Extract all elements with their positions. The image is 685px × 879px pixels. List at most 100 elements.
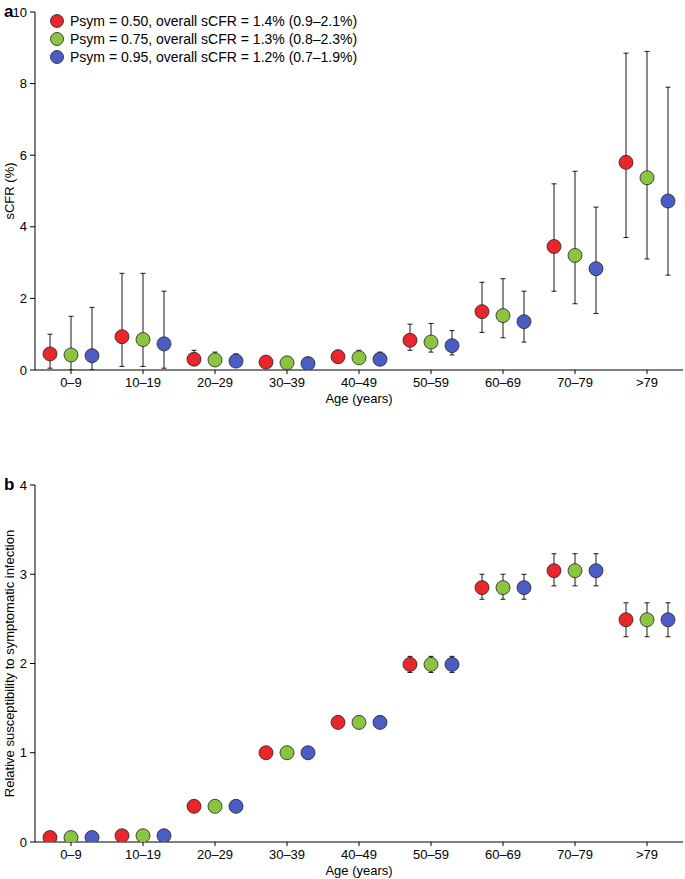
point	[229, 354, 243, 368]
error-cap	[450, 354, 455, 355]
error-cap	[69, 370, 74, 371]
point	[64, 831, 78, 842]
error-cap	[573, 171, 578, 172]
error-bar	[645, 51, 650, 259]
error-bar	[120, 273, 125, 366]
point	[280, 746, 294, 760]
panel: a02468100–910–1920–2930–3940–4950–5960–6…	[2, 2, 683, 406]
error-cap	[162, 368, 167, 369]
error-cap	[141, 366, 146, 367]
error-cap	[573, 303, 578, 304]
x-tick	[71, 842, 72, 846]
x-tick-label: 20–29	[197, 375, 233, 390]
data	[43, 51, 675, 370]
error-bar	[573, 171, 578, 303]
error-bar	[162, 291, 167, 368]
x-tick-label: 60–69	[485, 375, 521, 390]
error-cap	[408, 350, 413, 351]
point	[208, 353, 222, 367]
error-cap	[666, 87, 671, 88]
error-cap	[573, 585, 578, 586]
y-tick-label: 2	[20, 656, 27, 671]
point	[640, 613, 654, 627]
point	[43, 831, 57, 842]
panel: b012340–910–1920–2930–3940–4950–5960–697…	[2, 475, 683, 878]
y-tick-label: 8	[20, 76, 27, 91]
error-cap	[594, 207, 599, 208]
x-tick-label: 30–39	[269, 375, 305, 390]
point	[445, 339, 459, 353]
error-line	[647, 51, 648, 259]
error-cap	[501, 574, 506, 575]
legend-swatch	[51, 33, 64, 46]
y-tick-label: 10	[13, 5, 27, 20]
error-cap	[624, 636, 629, 637]
x-tick	[287, 370, 288, 374]
error-line	[554, 184, 555, 291]
y-tick	[30, 83, 35, 84]
point	[517, 315, 531, 329]
y-tick-label: 1	[20, 745, 27, 760]
error-cap	[90, 307, 95, 308]
y-tick	[30, 12, 35, 13]
point	[619, 613, 633, 627]
y-tick-label: 3	[20, 567, 27, 582]
x-tick	[359, 842, 360, 846]
error-cap	[48, 368, 53, 369]
y-tick	[30, 298, 35, 299]
x-axis-label: Age (years)	[325, 863, 392, 878]
point	[280, 356, 294, 370]
point	[85, 831, 99, 842]
point	[208, 799, 222, 813]
x-tick	[431, 842, 432, 846]
error-bar	[594, 207, 599, 313]
error-cap	[480, 332, 485, 333]
legend: Psym = 0.50, overall sCFR = 1.4% (0.9–2.…	[51, 13, 358, 65]
point	[661, 613, 675, 627]
point	[301, 746, 315, 760]
error-bar	[624, 53, 629, 237]
error-bar	[552, 184, 557, 291]
error-cap	[429, 323, 434, 324]
error-line	[575, 171, 576, 303]
point	[589, 564, 603, 578]
x-tick-label: 30–39	[269, 847, 305, 862]
error-cap	[645, 51, 650, 52]
x-tick	[575, 842, 576, 846]
x-tick	[647, 370, 648, 374]
y-tick	[30, 842, 35, 843]
y-tick	[30, 574, 35, 575]
y-tick-label: 6	[20, 148, 27, 163]
point	[547, 239, 561, 253]
error-line	[596, 207, 597, 313]
y-axis-label: Relative susceptibility to symptomatic i…	[2, 530, 17, 797]
point	[403, 657, 417, 671]
figure: a02468100–910–1920–2930–3940–4950–5960–6…	[0, 0, 685, 879]
point	[136, 829, 150, 842]
point	[496, 581, 510, 595]
error-line	[143, 273, 144, 366]
point	[403, 333, 417, 347]
point	[229, 799, 243, 813]
y-tick	[30, 663, 35, 664]
y-tick-label: 4	[20, 478, 27, 493]
point	[187, 352, 201, 366]
error-cap	[450, 672, 455, 673]
error-bar	[666, 87, 671, 275]
error-cap	[522, 599, 527, 600]
point	[424, 335, 438, 349]
point	[64, 348, 78, 362]
point	[661, 194, 675, 208]
x-tick	[359, 370, 360, 374]
error-cap	[645, 259, 650, 260]
x-tick-label: 10–19	[125, 375, 161, 390]
error-cap	[480, 599, 485, 600]
error-line	[626, 53, 627, 237]
point	[568, 248, 582, 262]
data	[43, 554, 675, 842]
error-cap	[450, 330, 455, 331]
error-cap	[501, 278, 506, 279]
point	[115, 829, 129, 842]
y-tick	[30, 485, 35, 486]
y-axis	[35, 12, 36, 370]
